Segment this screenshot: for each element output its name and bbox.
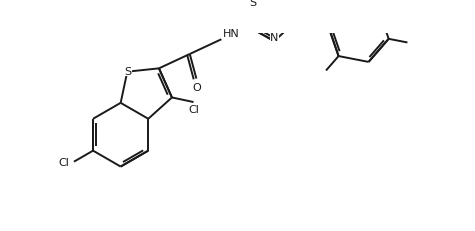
Text: HN: HN [223, 28, 240, 38]
Text: Cl: Cl [58, 157, 69, 167]
Text: Cl: Cl [188, 105, 199, 115]
Text: O: O [192, 83, 201, 93]
Text: S: S [124, 67, 132, 76]
Text: N: N [270, 33, 278, 43]
Text: S: S [249, 0, 256, 8]
